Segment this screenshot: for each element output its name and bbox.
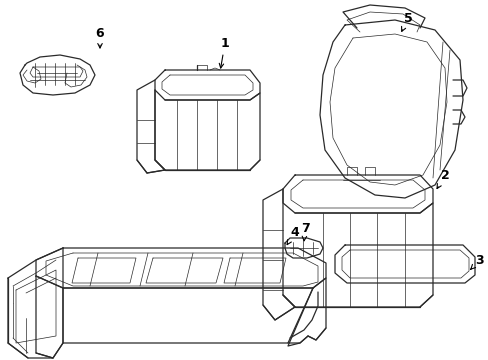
Text: 3: 3 <box>470 253 483 269</box>
Text: 2: 2 <box>436 168 448 189</box>
Text: 1: 1 <box>219 36 229 68</box>
Text: 6: 6 <box>96 27 104 48</box>
Text: 7: 7 <box>300 221 309 241</box>
Text: 4: 4 <box>286 225 299 244</box>
Text: 5: 5 <box>401 12 411 31</box>
